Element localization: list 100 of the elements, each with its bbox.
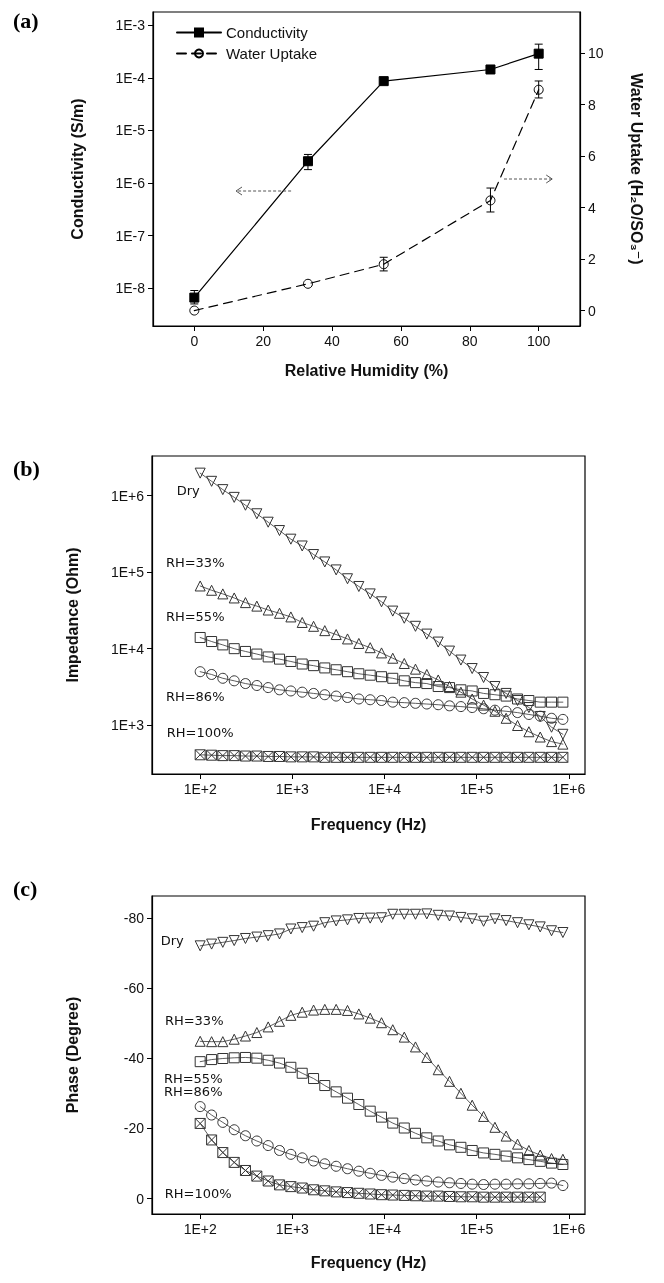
point <box>409 1127 421 1139</box>
point <box>364 642 376 654</box>
point <box>319 1185 331 1197</box>
point <box>194 1117 206 1129</box>
point <box>466 685 478 697</box>
point <box>489 1191 501 1203</box>
x-axis-title: Frequency (Hz) <box>310 1253 427 1271</box>
point <box>228 750 240 762</box>
point <box>421 751 433 763</box>
series-label: RH=33% <box>165 555 225 571</box>
point <box>387 908 399 920</box>
x-tick-label: 20 <box>255 333 272 349</box>
series-label: RH=100% <box>164 1185 232 1201</box>
point <box>285 1061 297 1073</box>
point <box>376 671 388 683</box>
point <box>523 751 535 763</box>
point <box>376 1111 388 1123</box>
point <box>478 1191 490 1203</box>
chart-title: (a) <box>13 7 39 33</box>
point <box>398 675 410 687</box>
point <box>228 1156 240 1168</box>
point <box>217 1147 229 1159</box>
point <box>251 750 263 762</box>
point <box>534 1155 546 1167</box>
point <box>217 1053 229 1065</box>
point <box>523 695 535 707</box>
point <box>500 751 512 763</box>
point <box>217 1036 229 1048</box>
y-tick-label: 1E-6 <box>115 175 146 192</box>
point <box>296 658 308 670</box>
point <box>194 631 206 643</box>
point <box>228 1052 240 1064</box>
point <box>398 908 410 920</box>
point <box>534 1191 546 1203</box>
x-tick-label: 80 <box>462 333 478 349</box>
point <box>398 1189 410 1201</box>
y2-tick-label: 10 <box>588 45 604 62</box>
point <box>319 751 331 763</box>
x-tick-label: 1E+5 <box>460 1221 494 1237</box>
series-label: Dry <box>176 482 201 498</box>
point <box>353 668 365 680</box>
y-tick-label: 1E-4 <box>115 69 146 86</box>
y-tick-label: -20 <box>123 1120 145 1137</box>
point <box>398 612 410 624</box>
point <box>251 1052 263 1064</box>
y-tick-label: 1E+6 <box>110 487 145 504</box>
point <box>353 912 365 924</box>
point <box>546 696 558 708</box>
point <box>534 696 546 708</box>
point <box>546 751 558 763</box>
point <box>330 664 342 676</box>
point <box>364 1105 376 1117</box>
point <box>217 936 229 948</box>
point <box>478 687 490 699</box>
legend-label: Conductivity <box>226 24 309 41</box>
point <box>557 696 569 708</box>
series-label: Dry <box>160 933 185 949</box>
x-tick-label: 100 <box>527 333 551 349</box>
point <box>376 751 388 763</box>
series-label: RH=86% <box>163 1084 223 1100</box>
y2-axis-title: Water Uptake (H₂O/SO₃⁻) <box>627 73 645 265</box>
point <box>342 751 354 763</box>
point <box>364 751 376 763</box>
point <box>409 1190 421 1202</box>
x-tick-label: 1E+4 <box>367 781 402 797</box>
point <box>194 749 206 761</box>
x-tick-label: 1E+3 <box>275 781 310 797</box>
point <box>432 1064 444 1076</box>
point <box>308 1184 320 1196</box>
point <box>274 1057 286 1069</box>
point <box>296 751 308 763</box>
point <box>533 48 544 59</box>
point <box>274 1179 286 1191</box>
y-axis-title: Phase (Degree) <box>63 996 81 1114</box>
point <box>251 648 263 660</box>
point <box>239 750 251 762</box>
point <box>387 1117 399 1129</box>
x-tick-label: 1E+5 <box>460 781 494 797</box>
point <box>206 1054 218 1066</box>
series-label: RH=100% <box>166 725 234 741</box>
chart-title: (c) <box>13 875 38 901</box>
point <box>376 1189 388 1201</box>
point <box>353 1187 365 1199</box>
point <box>444 1139 456 1151</box>
point <box>409 677 421 689</box>
point <box>421 678 433 690</box>
y-tick-label: -80 <box>123 909 145 926</box>
point <box>455 911 467 923</box>
point <box>534 751 546 763</box>
series-label: RH=55% <box>163 1071 223 1087</box>
point <box>364 1188 376 1200</box>
point <box>546 1157 558 1169</box>
point <box>421 1190 433 1202</box>
point <box>500 1150 512 1162</box>
point <box>206 749 218 761</box>
point <box>444 1190 456 1202</box>
point <box>274 653 286 665</box>
y-tick-label: 1E+5 <box>110 564 145 581</box>
point <box>466 751 478 763</box>
point <box>296 1067 308 1079</box>
